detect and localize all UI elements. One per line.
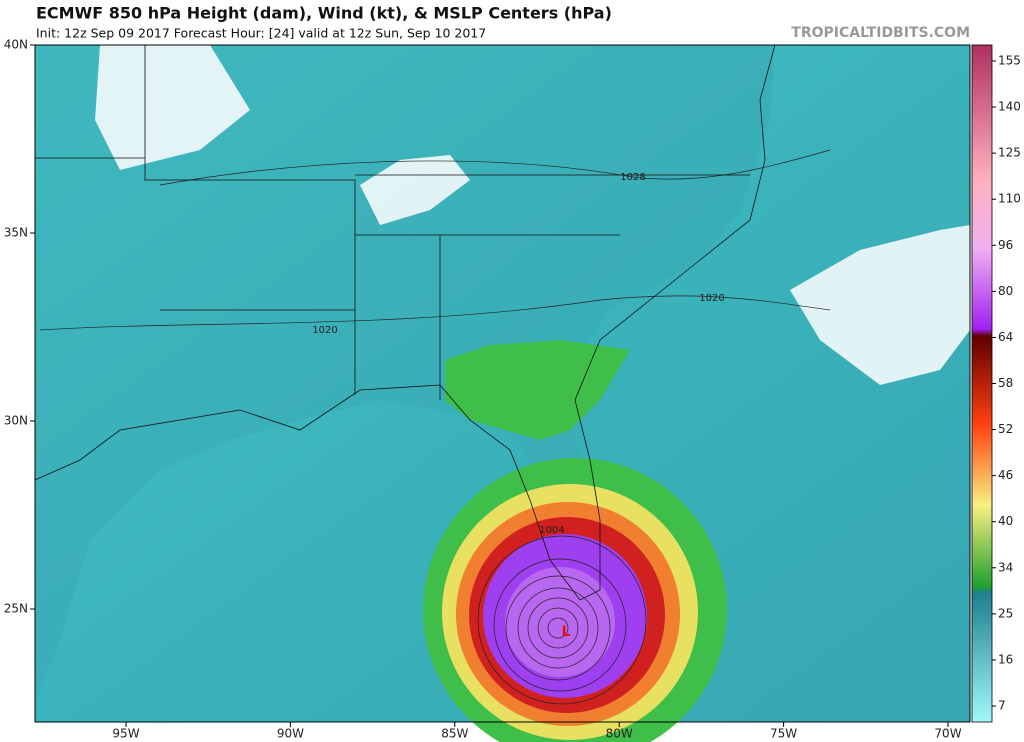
contour-label: 1004 [539, 525, 564, 536]
axes: 40N 35N 30N 25N 95W 90W 85W 80W 75W 70W [4, 38, 962, 741]
lat-label: 30N [4, 414, 28, 428]
colorbar-label: 64 [998, 330, 1013, 344]
colorbar-labels: 155 140 125 110 96 80 64 58 52 46 40 34 25 16 7 [992, 54, 1021, 713]
lon-label: 80W [606, 727, 633, 741]
lon-label: 70W [934, 727, 961, 741]
subtitle: Init: 12z Sep 09 2017 Forecast Hour: [24… [36, 26, 486, 41]
colorbar-label: 125 [998, 146, 1021, 160]
lon-label: 90W [277, 727, 304, 741]
map-frame [34, 44, 971, 723]
lon-label: 85W [441, 727, 468, 741]
colorbar-label: 40 [998, 514, 1013, 528]
lat-label: 35N [4, 226, 28, 240]
colorbar-label: 16 [998, 652, 1013, 666]
lon-label: 75W [770, 727, 797, 741]
colorbar-label: 155 [998, 54, 1021, 68]
lon-label: 95W [112, 727, 139, 741]
colorbar-label: 7 [998, 699, 1006, 713]
contour-label: 1020 [312, 325, 337, 336]
colorbar-label: 25 [998, 606, 1013, 620]
map: 1028 1020 1020 1004 L [34, 44, 971, 742]
colorbar-label: 34 [998, 560, 1013, 574]
light-wind-area [95, 45, 250, 170]
colorbar-label: 80 [998, 284, 1013, 298]
borders [34, 44, 776, 601]
lat-label: 40N [4, 38, 28, 52]
watermark: TROPICALTIDBITS.COM [791, 25, 970, 41]
colorbar-label: 52 [998, 422, 1013, 436]
contour-label: 1020 [699, 293, 724, 304]
wind-band [445, 340, 630, 440]
lat-label: 25N [4, 602, 28, 616]
low-center: L [562, 624, 571, 640]
light-wind-area [790, 225, 970, 385]
colorbar-label: 58 [998, 376, 1013, 390]
colorbar-label: 46 [998, 468, 1013, 482]
colorbar-label: 140 [998, 100, 1021, 114]
contour-label: 1028 [620, 172, 645, 183]
isobars [39, 149, 831, 705]
title: ECMWF 850 hPa Height (dam), Wind (kt), &… [36, 4, 612, 23]
wind-band [505, 567, 615, 677]
colorbar-label: 110 [998, 192, 1021, 206]
colorbar [971, 44, 993, 723]
colorbar-label: 96 [998, 238, 1013, 252]
light-wind-area [360, 155, 470, 225]
